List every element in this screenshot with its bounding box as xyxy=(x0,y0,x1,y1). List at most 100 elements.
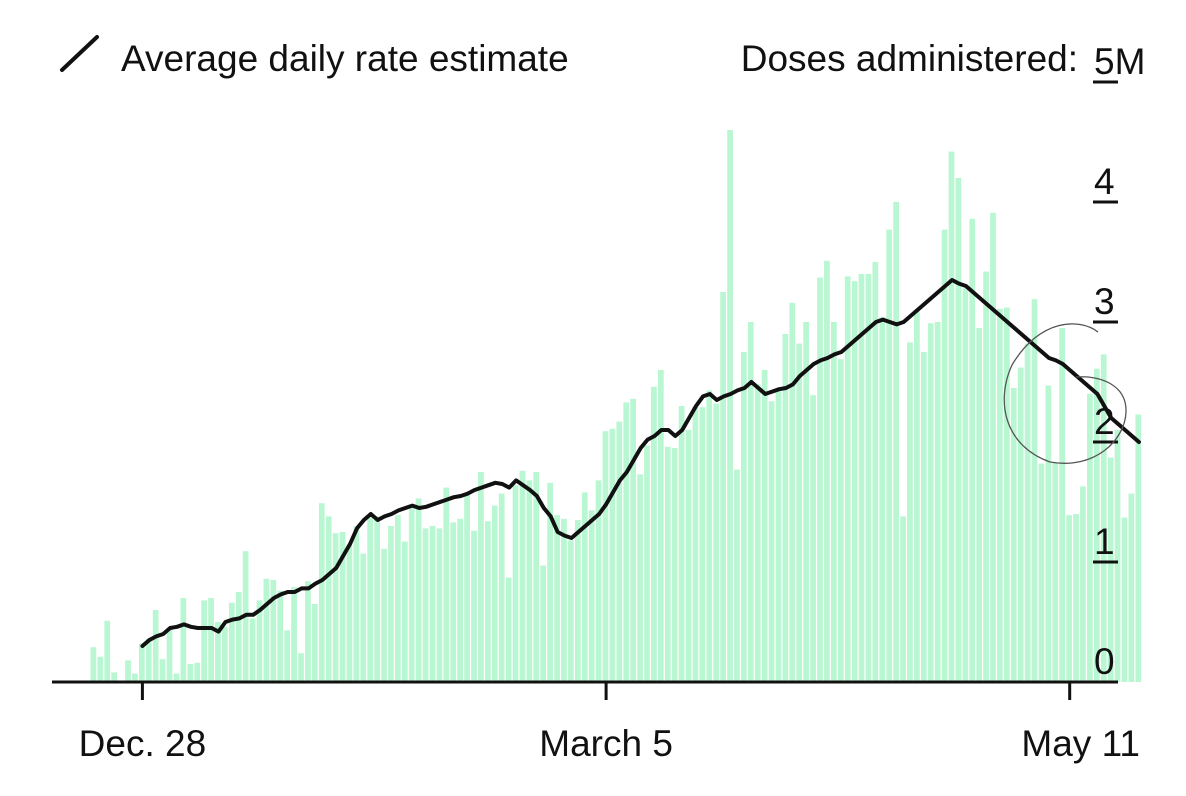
bar xyxy=(1093,368,1100,682)
bar xyxy=(152,610,159,682)
bar xyxy=(298,653,304,682)
bar xyxy=(595,480,602,682)
bar xyxy=(138,643,145,682)
y-tick-label: 5M xyxy=(1094,41,1145,82)
bar xyxy=(318,503,325,682)
bar xyxy=(305,581,311,682)
x-tick-label: May 11 xyxy=(1021,723,1140,764)
bar xyxy=(277,590,284,682)
bar xyxy=(173,673,180,682)
bar xyxy=(388,526,394,682)
bar xyxy=(664,446,671,682)
bar xyxy=(360,553,367,682)
bar xyxy=(194,662,201,682)
bar xyxy=(415,498,422,682)
y-axis-heading: Doses administered: xyxy=(741,38,1078,79)
bar xyxy=(803,322,810,682)
bar xyxy=(678,406,685,682)
y-tick-label: 4 xyxy=(1094,161,1115,202)
bar xyxy=(886,229,893,682)
x-tick-label: March 5 xyxy=(539,723,673,764)
hand-drawn-circle-annotation xyxy=(1003,323,1127,464)
bar xyxy=(311,604,318,682)
bar xyxy=(879,317,886,682)
bar xyxy=(332,533,339,682)
bar xyxy=(1052,462,1059,682)
bar xyxy=(132,673,138,682)
bar xyxy=(927,323,934,682)
bar xyxy=(519,470,526,682)
bar xyxy=(166,629,173,682)
bar xyxy=(754,384,761,682)
bar xyxy=(796,343,803,682)
bar xyxy=(568,540,574,682)
bar xyxy=(512,485,519,682)
bar xyxy=(547,482,553,682)
bar xyxy=(671,448,678,682)
line-series xyxy=(140,278,1141,648)
bar xyxy=(1031,299,1038,682)
bar xyxy=(623,402,630,682)
legend-line-swatch xyxy=(60,35,99,72)
bar xyxy=(747,322,754,682)
x-tick-label: Dec. 28 xyxy=(79,723,207,764)
bar xyxy=(222,626,228,682)
bar xyxy=(429,526,436,682)
bar xyxy=(1066,515,1072,682)
bar xyxy=(990,212,996,683)
bar xyxy=(1010,388,1017,682)
legend-line-label: Average daily rate estimate xyxy=(121,38,569,79)
bar xyxy=(1100,354,1107,682)
bar xyxy=(775,390,782,682)
bar xyxy=(865,274,872,682)
bar xyxy=(851,281,858,682)
bar xyxy=(983,271,989,682)
bar xyxy=(685,430,692,682)
bar xyxy=(228,602,235,682)
bar xyxy=(111,672,118,682)
bar xyxy=(1038,463,1045,682)
bar xyxy=(367,517,374,682)
bar xyxy=(395,515,401,682)
bar xyxy=(893,202,899,682)
bar xyxy=(353,526,360,682)
bar xyxy=(734,469,740,682)
bar xyxy=(630,398,637,682)
bar xyxy=(284,630,291,682)
bar xyxy=(713,403,720,682)
bar xyxy=(941,229,948,682)
bar xyxy=(789,302,796,682)
bar xyxy=(588,510,595,682)
bar xyxy=(443,487,450,682)
bar xyxy=(720,292,726,682)
bar xyxy=(1003,307,1010,682)
bar xyxy=(256,600,263,682)
bar xyxy=(948,151,955,683)
bar xyxy=(422,528,429,682)
bar xyxy=(955,178,962,682)
bar xyxy=(457,518,464,682)
bar xyxy=(997,308,1003,682)
bar xyxy=(561,518,567,682)
bar xyxy=(249,618,256,682)
bar xyxy=(824,260,830,682)
bar xyxy=(907,342,913,682)
bar xyxy=(844,276,851,682)
bar xyxy=(291,587,297,682)
bar xyxy=(263,578,270,682)
bar xyxy=(609,428,616,682)
bar xyxy=(1017,367,1024,682)
bar xyxy=(920,352,927,682)
bar xyxy=(484,521,491,682)
bar xyxy=(1080,486,1086,682)
bar xyxy=(471,530,477,682)
bar xyxy=(817,277,823,682)
bar xyxy=(339,532,346,682)
bar xyxy=(651,386,657,682)
bar xyxy=(761,370,768,682)
bar xyxy=(830,322,837,682)
bar xyxy=(533,472,540,682)
bar xyxy=(976,328,983,682)
bar xyxy=(201,600,207,682)
bar xyxy=(97,656,104,682)
